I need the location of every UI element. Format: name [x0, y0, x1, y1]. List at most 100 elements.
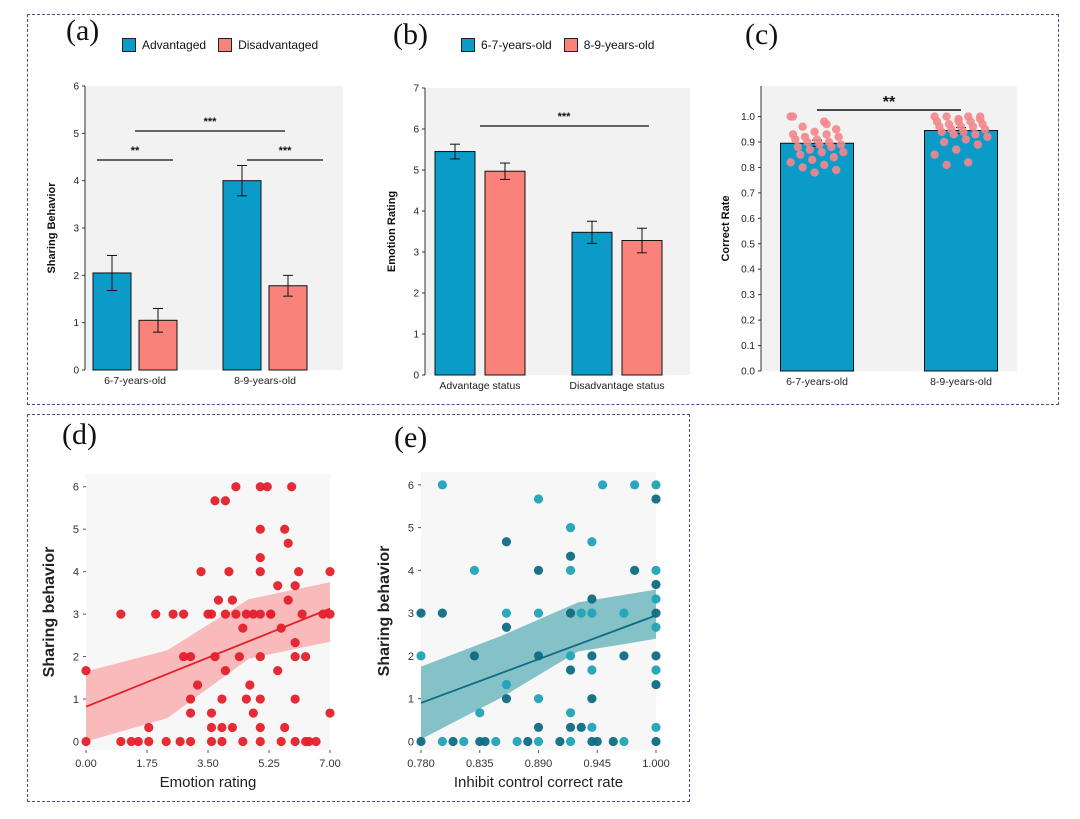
y-tick-label: 3	[408, 608, 414, 620]
x-tick-label: 3.50	[197, 758, 218, 770]
data-point	[227, 722, 237, 733]
x-tick-label: Advantage status	[439, 380, 520, 392]
data-point	[651, 579, 661, 590]
data-point	[651, 736, 661, 747]
data-point	[185, 694, 196, 704]
data-point	[297, 609, 307, 619]
data-point	[238, 623, 248, 633]
data-point	[255, 651, 265, 662]
data-point	[942, 160, 951, 170]
x-tick-label: 0.890	[525, 758, 553, 770]
y-tick-label: 0.0	[741, 367, 755, 378]
y-tick-label: 0.3	[741, 290, 755, 301]
data-point	[937, 127, 946, 137]
y-tick-label: 0.7	[741, 188, 755, 199]
data-point	[227, 595, 237, 605]
y-tick-label: 1	[408, 694, 414, 706]
data-point	[651, 622, 661, 632]
data-point	[973, 140, 982, 149]
data-point	[294, 567, 304, 577]
data-point	[810, 168, 819, 177]
y-tick-label: 6	[73, 82, 79, 93]
y-tick-label: 3	[73, 224, 79, 235]
y-tick-label: 5	[73, 524, 79, 536]
x-tick-label: 1.000	[642, 758, 670, 770]
y-tick-label: 0	[408, 736, 414, 748]
y-tick-label: 5	[73, 129, 79, 140]
data-point	[832, 165, 841, 175]
data-point	[255, 524, 265, 534]
data-point	[151, 609, 161, 619]
data-point	[533, 608, 544, 618]
data-point	[829, 153, 838, 162]
data-point	[287, 482, 297, 492]
data-point	[168, 609, 178, 619]
data-point	[940, 137, 949, 147]
data-point	[241, 694, 251, 704]
y-axis-label: Sharing behavior	[41, 547, 58, 678]
data-point	[565, 736, 576, 747]
data-point	[255, 736, 265, 747]
data-point	[116, 736, 126, 747]
legend-swatch-8-9	[563, 38, 578, 52]
x-tick-label: 0.00	[75, 758, 96, 770]
confidence-band	[86, 582, 330, 742]
y-axis-label: Emotion Rating	[386, 191, 398, 272]
data-point	[827, 142, 836, 152]
legend-b: 6-7-years-old 8-9-years-old	[461, 38, 654, 52]
data-point	[976, 112, 985, 121]
bar	[621, 240, 663, 376]
data-point	[81, 736, 91, 747]
chart-c: 0.0 0.1 0.2 0.3 0.4 0.5 0.6 0.7 0.8 0.9 1.0 Correct…	[720, 86, 1017, 388]
data-point	[255, 609, 265, 619]
data-point	[248, 708, 258, 718]
data-point	[619, 608, 629, 618]
data-point	[238, 736, 248, 747]
data-point	[523, 736, 533, 747]
panel-label-e: (e)	[394, 421, 428, 454]
bar	[484, 170, 526, 376]
y-tick-label: 3	[73, 609, 79, 621]
chart-d: 0 1 2 3 4 5 6 0.00 1.75 3.50 5.25 7.00 Emotion ratin…	[41, 474, 341, 791]
data-point	[983, 132, 992, 142]
data-point	[565, 551, 576, 561]
y-tick-label: 0.9	[741, 137, 755, 148]
data-point	[491, 736, 501, 747]
x-tick-label: 8-9-years-old	[930, 376, 992, 388]
bar	[268, 285, 308, 371]
regression-line	[420, 614, 657, 704]
panel-label-b: (b)	[393, 18, 428, 51]
data-point	[959, 127, 968, 137]
data-point	[651, 651, 661, 661]
data-point	[788, 112, 798, 121]
legend-a: Advantaged Disadvantaged	[122, 38, 318, 52]
data-point	[273, 665, 283, 676]
data-point	[255, 722, 265, 733]
data-point	[651, 594, 661, 604]
data-point	[416, 651, 426, 661]
data-point	[179, 609, 189, 619]
data-point	[185, 736, 196, 747]
data-point	[416, 736, 426, 747]
data-point	[196, 567, 206, 577]
y-tick-label: 0.1	[741, 341, 755, 352]
bar	[571, 231, 613, 376]
data-point	[587, 594, 597, 604]
data-point	[964, 158, 973, 167]
significance-label: **	[131, 145, 140, 157]
data-point	[192, 680, 203, 690]
data-point	[798, 122, 807, 131]
legend-swatch-advantaged	[122, 38, 136, 52]
data-point	[290, 694, 300, 704]
x-axis-label: Inhibit control correct rate	[454, 774, 623, 791]
data-point	[206, 708, 217, 718]
data-point	[501, 622, 512, 632]
data-point	[175, 736, 185, 747]
data-point	[651, 565, 661, 575]
x-tick-label: 0.945	[583, 758, 611, 770]
y-tick-label: 1	[73, 318, 79, 329]
panel-label-d: (d)	[62, 418, 97, 451]
x-tick-label: Disadvantage status	[569, 380, 664, 392]
data-point	[587, 665, 597, 675]
data-point	[161, 736, 171, 747]
